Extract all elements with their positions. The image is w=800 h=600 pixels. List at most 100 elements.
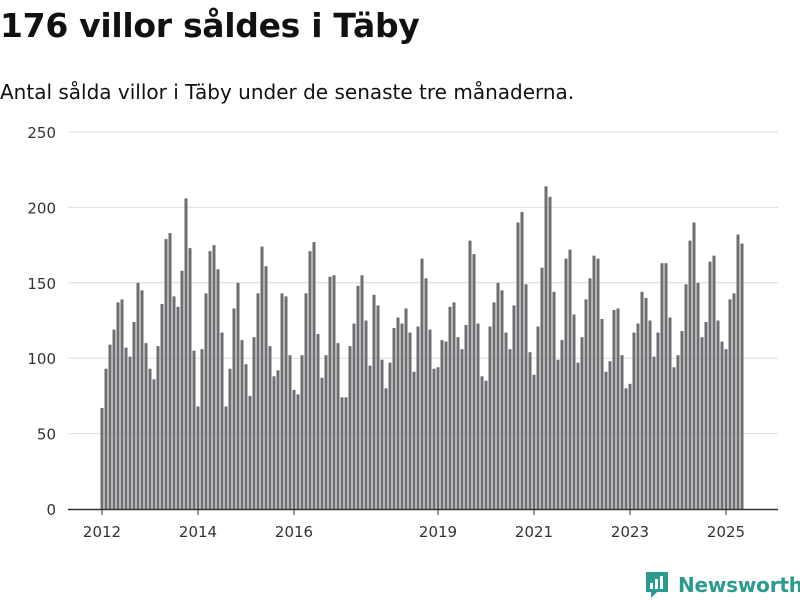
bar xyxy=(608,361,612,509)
bar xyxy=(168,233,172,509)
highlight-value-label: 176 xyxy=(729,0,761,5)
bar xyxy=(164,239,168,509)
bar xyxy=(512,305,516,509)
x-tick-label: 2016 xyxy=(275,523,313,541)
bar xyxy=(524,284,528,509)
bar xyxy=(280,293,284,509)
bar xyxy=(620,355,624,509)
x-tick-label: 2012 xyxy=(83,523,121,541)
bar xyxy=(236,282,240,509)
bar xyxy=(192,350,196,509)
bar xyxy=(532,374,536,509)
bar xyxy=(104,368,108,509)
bar xyxy=(520,211,524,509)
bar xyxy=(340,397,344,509)
bar xyxy=(432,368,436,509)
bar xyxy=(692,222,696,510)
bar xyxy=(684,284,688,509)
bar xyxy=(112,329,116,509)
bar xyxy=(508,349,512,509)
bar xyxy=(636,323,640,509)
bar xyxy=(568,249,572,509)
bar xyxy=(320,377,324,509)
bar xyxy=(408,332,412,509)
bar xyxy=(680,331,684,509)
bar xyxy=(396,317,400,509)
bar xyxy=(464,325,468,509)
bar xyxy=(708,261,712,509)
y-tick-label: 250 xyxy=(27,124,56,142)
chart-subtitle: Antal sålda villor i Täby under de senas… xyxy=(0,80,575,104)
bar xyxy=(556,359,560,509)
bar xyxy=(484,380,488,509)
bar xyxy=(200,349,204,509)
bar xyxy=(360,275,364,509)
bar xyxy=(148,368,152,509)
bar xyxy=(644,297,648,509)
bar xyxy=(624,388,628,509)
bar xyxy=(188,248,192,509)
bar xyxy=(328,276,332,509)
bar xyxy=(516,222,520,510)
bar xyxy=(676,355,680,509)
bar xyxy=(212,245,216,509)
bar xyxy=(252,337,256,509)
bar xyxy=(160,303,164,509)
bar xyxy=(660,263,664,509)
bar xyxy=(116,302,120,509)
bars xyxy=(100,186,744,510)
bar xyxy=(400,323,404,509)
bar xyxy=(336,343,340,509)
bar xyxy=(348,346,352,509)
bar xyxy=(420,258,424,509)
bar xyxy=(260,246,264,509)
bar xyxy=(268,346,272,509)
bar xyxy=(304,293,308,509)
bar xyxy=(732,293,736,509)
bar xyxy=(296,394,300,509)
x-tick-label: 2025 xyxy=(707,523,745,541)
bar xyxy=(500,290,504,509)
bar xyxy=(388,362,392,509)
bar xyxy=(584,299,588,509)
bar xyxy=(412,371,416,509)
x-tick-label: 2014 xyxy=(179,523,217,541)
y-tick-label: 0 xyxy=(46,501,56,519)
bar xyxy=(664,263,668,509)
bar xyxy=(368,365,372,509)
bar xyxy=(536,326,540,509)
bar xyxy=(172,296,176,509)
bar xyxy=(312,242,316,510)
bar xyxy=(612,309,616,509)
bar xyxy=(720,341,724,509)
bar xyxy=(424,278,428,509)
bar xyxy=(452,302,456,509)
bar xyxy=(640,291,644,509)
bar xyxy=(132,322,136,509)
bar xyxy=(288,355,292,509)
bar xyxy=(256,293,260,509)
bar xyxy=(352,323,356,509)
bar xyxy=(276,370,280,509)
bar xyxy=(616,308,620,509)
bar xyxy=(572,314,576,509)
bar xyxy=(284,296,288,509)
bar xyxy=(468,240,472,510)
bar xyxy=(576,362,580,509)
bar xyxy=(652,356,656,509)
bar xyxy=(372,294,376,509)
bar xyxy=(264,266,268,509)
bar xyxy=(100,407,104,509)
bar xyxy=(108,344,112,509)
bar xyxy=(136,282,140,509)
bar xyxy=(180,270,184,509)
bar xyxy=(300,355,304,509)
bar xyxy=(648,320,652,509)
bar xyxy=(724,349,728,509)
bar xyxy=(248,395,252,509)
bar xyxy=(456,337,460,509)
bar xyxy=(228,368,232,509)
bar xyxy=(444,341,448,509)
bar xyxy=(240,340,244,509)
bar xyxy=(544,186,548,509)
